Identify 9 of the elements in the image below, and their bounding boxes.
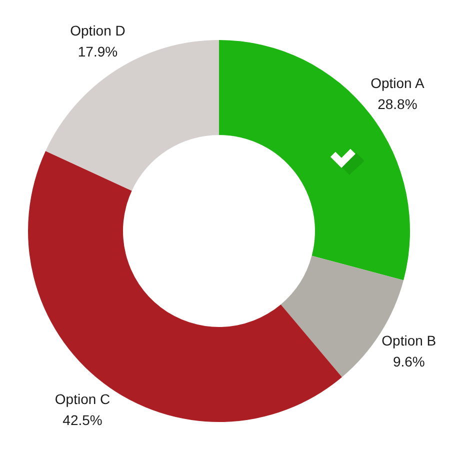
slice-label: Option D [70,22,126,38]
data-label: 9.6% [392,354,425,370]
data-label: 42.5% [62,412,102,428]
donut-slice [46,40,219,191]
data-label: 28.8% [378,96,418,112]
slice-label: Option C [54,390,110,407]
data-label: 17.9% [78,43,118,60]
slice-label: Option A [370,74,425,91]
slice-label: Option B [382,332,436,349]
